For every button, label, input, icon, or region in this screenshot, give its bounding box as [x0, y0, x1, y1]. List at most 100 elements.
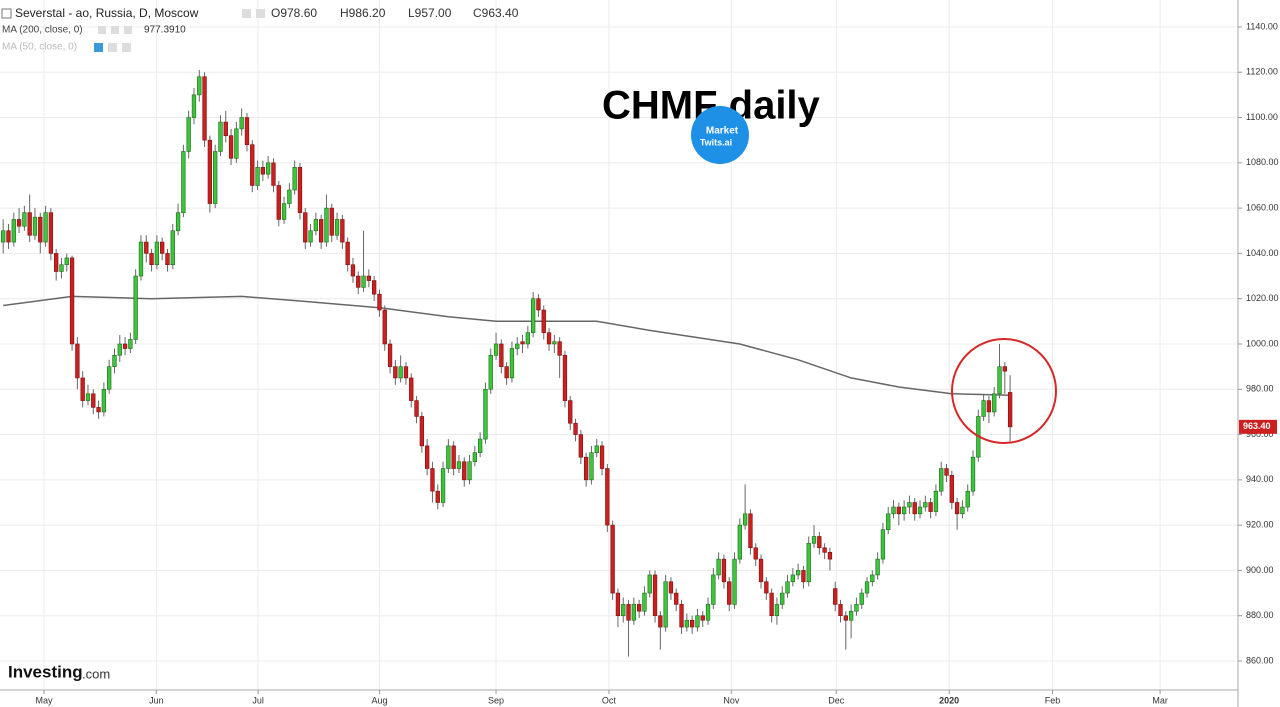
y-tick-label: 1140.00	[1246, 21, 1278, 31]
candle-body	[530, 298, 536, 333]
icon[interactable]	[124, 26, 132, 34]
candle-body	[11, 219, 16, 243]
candle-body	[827, 552, 833, 560]
candle-body	[117, 343, 122, 356]
icon[interactable]	[98, 26, 106, 34]
candle-body	[992, 393, 997, 413]
icon[interactable]	[108, 43, 117, 52]
candle-body	[382, 309, 387, 345]
ma50-label: MA (50, close, 0)	[2, 42, 77, 53]
candle-body	[138, 241, 144, 277]
x-tick-label: Nov	[723, 695, 740, 705]
candle-body	[631, 604, 636, 621]
candle-body	[435, 490, 440, 503]
candle-body	[6, 230, 11, 243]
ma200-label: MA (200, close, 0)	[2, 25, 83, 36]
candle-body	[552, 341, 557, 345]
candle-body	[583, 456, 589, 481]
candle-body	[467, 461, 472, 481]
candle-body	[160, 241, 165, 254]
y-tick-label: 920.00	[1246, 520, 1274, 530]
candle-body	[366, 275, 372, 281]
y-tick-label: 900.00	[1246, 565, 1274, 575]
candle-body	[843, 615, 848, 621]
candle-body	[674, 592, 679, 605]
candle-body	[409, 377, 414, 401]
x-tick-label: Aug	[371, 695, 387, 705]
x-tick-label: Feb	[1045, 695, 1061, 705]
candle-body	[668, 581, 674, 594]
x-tick-label: Jun	[149, 695, 164, 705]
candle-body	[446, 445, 451, 469]
candle-body	[175, 212, 181, 232]
candle-body	[186, 117, 191, 152]
candle-body	[573, 422, 578, 435]
candle-body	[642, 592, 647, 612]
icon[interactable]	[94, 43, 103, 52]
candle-body	[748, 513, 753, 549]
ma-layer	[3, 295, 1011, 396]
icon[interactable]	[122, 43, 131, 52]
candle-body	[144, 241, 149, 254]
y-tick-label: 980.00	[1246, 384, 1274, 394]
candle-body	[949, 475, 954, 503]
candle-body	[965, 490, 970, 508]
candle-body	[520, 341, 525, 345]
candle-body	[398, 366, 403, 379]
candle-body	[536, 298, 541, 311]
candle-body	[896, 506, 901, 515]
candle-body	[329, 207, 334, 236]
candle-body	[462, 461, 467, 481]
candle-body	[859, 592, 864, 605]
candle-body	[38, 216, 43, 243]
icon[interactable]	[111, 26, 119, 34]
y-tick-label: 1020.00	[1246, 293, 1279, 303]
candle-body	[764, 581, 769, 594]
candle-body	[504, 366, 509, 379]
watermark-domain: .com	[82, 666, 110, 681]
candle-body	[403, 366, 409, 379]
candle-body	[875, 558, 880, 576]
logo: Market Twits.ai	[691, 106, 749, 164]
x-tick-label: Jul	[252, 695, 264, 705]
candle-body	[451, 445, 456, 469]
x-tick-label: Sep	[488, 695, 504, 705]
logo-text: Market	[706, 126, 739, 137]
candle-body	[647, 574, 652, 594]
candle-body	[541, 309, 546, 333]
candle-body	[223, 121, 228, 136]
y-tick-label: 860.00	[1246, 655, 1274, 665]
collapse-icon[interactable]	[1, 8, 12, 19]
candle-body	[700, 615, 705, 621]
y-tick-label: 1060.00	[1246, 202, 1279, 212]
candle-body	[32, 216, 38, 236]
candle-body	[244, 117, 250, 146]
candle-body	[621, 604, 626, 617]
candle-body	[679, 604, 684, 628]
candle-body	[59, 264, 64, 272]
candle-body	[636, 604, 642, 612]
candle-body	[80, 377, 85, 401]
candle-body	[1002, 366, 1007, 372]
candle-body	[69, 257, 75, 345]
icon[interactable]	[256, 9, 265, 18]
candle-body	[997, 366, 1002, 395]
candle-body	[525, 332, 531, 345]
logo-text: Twits.ai	[700, 137, 732, 147]
candle-body	[817, 536, 822, 549]
candle-body	[276, 185, 281, 220]
icon[interactable]	[242, 9, 251, 18]
candle-body	[711, 574, 716, 605]
candle-body	[75, 343, 80, 379]
x-tick-label: Dec	[828, 695, 845, 705]
x-tick-label: Mar	[1152, 695, 1168, 705]
y-tick-label: 940.00	[1246, 474, 1274, 484]
candle-body	[605, 468, 610, 526]
candle-body	[218, 121, 223, 152]
candle-body	[308, 230, 313, 243]
candle-body	[419, 416, 425, 447]
candle-body	[297, 167, 303, 213]
candle-body	[154, 241, 160, 266]
candle-body	[260, 167, 266, 175]
